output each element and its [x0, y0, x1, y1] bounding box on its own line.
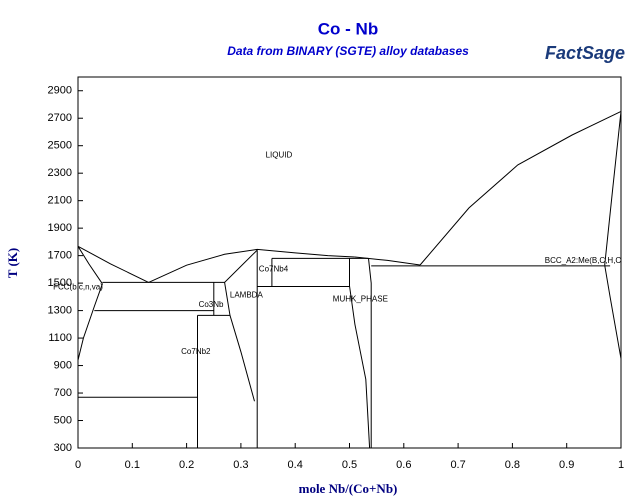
x-tick-label: 1 [618, 459, 624, 471]
phase-boundary [77, 246, 103, 285]
x-tick-label: 0 [75, 459, 81, 471]
logo: FactSage [545, 43, 625, 63]
x-tick-label: 0.1 [125, 459, 140, 471]
phase-boundary [77, 245, 149, 283]
phase-label: BCC_A2:Me(B,C,H,C [545, 256, 622, 265]
phase-boundary [77, 283, 103, 361]
phase-boundary [604, 111, 622, 266]
chart-title: Co - Nb [318, 19, 378, 38]
x-tick-label: 0.8 [505, 459, 520, 471]
phase-label: Co3Nb [199, 300, 224, 309]
x-tick-label: 0.4 [288, 459, 303, 471]
y-tick-label: 2900 [48, 85, 72, 97]
y-tick-label: 700 [54, 387, 72, 399]
phase-boundary [148, 248, 355, 283]
phase-boundary [224, 249, 258, 402]
x-tick-label: 0.2 [179, 459, 194, 471]
x-tick-label: 0.6 [396, 459, 411, 471]
y-tick-label: 2300 [48, 167, 72, 179]
y-tick-label: 300 [54, 442, 72, 454]
y-axis-label: T (K) [5, 248, 20, 278]
phase-label: Co7Nb2 [181, 347, 211, 356]
x-tick-label: 0.7 [450, 459, 465, 471]
x-axis-label: mole Nb/(Co+Nb) [299, 481, 398, 496]
y-tick-label: 2500 [48, 140, 72, 152]
phase-boundary [368, 258, 372, 448]
phase-label: LAMBDA [230, 291, 264, 300]
x-tick-label: 0.3 [233, 459, 248, 471]
y-tick-label: 1900 [48, 222, 72, 234]
chart-subtitle: Data from BINARY (SGTE) alloy databases [227, 44, 469, 58]
phase-label: LIQUID [266, 150, 293, 159]
x-tick-label: 0.5 [342, 459, 357, 471]
phase-label: MUHK_PHASE [333, 295, 388, 304]
y-tick-label: 1700 [48, 250, 72, 262]
y-tick-label: 2700 [48, 112, 72, 124]
y-tick-label: 2100 [48, 195, 72, 207]
y-tick-label: 500 [54, 414, 72, 426]
y-tick-label: 900 [54, 359, 72, 371]
y-tick-label: 1300 [48, 304, 72, 316]
phase-label: FCC(b,c,n,va) [53, 282, 103, 291]
y-tick-label: 1100 [48, 332, 72, 344]
x-tick-label: 0.9 [559, 459, 574, 471]
phase-boundary [604, 265, 622, 359]
phase-boundary [349, 258, 371, 449]
phase-label: Co7Nb4 [259, 264, 289, 273]
y-tick-label: 1500 [48, 277, 72, 289]
phase-boundary [419, 110, 622, 266]
